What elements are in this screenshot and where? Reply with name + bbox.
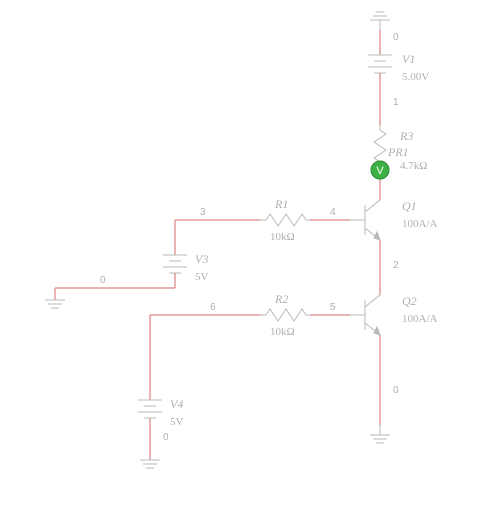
resistor-r1 [260,214,310,226]
node-0-left: 0 [100,275,106,286]
q2-value: 100A/A [402,313,438,325]
source-v4 [138,400,162,418]
node-5: 5 [330,302,336,313]
v4-label: V4 [170,397,183,411]
node-4: 4 [330,207,336,218]
v3-label: V3 [195,252,208,266]
ground-left [45,300,65,308]
ground-top [370,12,390,30]
ground-bottom-left [140,460,160,468]
v4-value: 5V [170,416,184,428]
q2-label: Q2 [402,294,417,308]
node-0-top: 0 [393,32,399,43]
node-0-q2e: 0 [393,385,399,396]
svg-text:V: V [376,165,384,177]
r3-value: 4.7kΩ [400,160,427,172]
node-6: 6 [210,302,216,313]
ground-bottom-right [370,425,390,443]
node-2: 2 [393,260,399,271]
r1-value: 10kΩ [270,231,295,243]
source-v1 [368,55,392,73]
circuit-schematic: 0 V1 5.00V 1 R3 4.7kΩ PR1 V Q1 100A/A [0,0,500,510]
node-3: 3 [200,207,206,218]
r2-label: R2 [274,292,288,306]
transistor-q2 [350,295,380,335]
r2-value: 10kΩ [270,326,295,338]
transistor-q1 [350,200,380,240]
v3-value: 5V [195,271,209,283]
node-1: 1 [393,97,399,108]
pr1-label: PR1 [387,145,409,159]
v1-value: 5.00V [402,71,429,83]
q1-label: Q1 [402,199,417,213]
q1-value: 100A/A [402,218,438,230]
source-v3 [163,255,187,273]
resistor-r2 [260,309,310,321]
v1-label: V1 [402,52,415,66]
r1-label: R1 [274,197,288,211]
node-0-v4: 0 [163,432,169,443]
probe-pr1[interactable]: V [371,161,389,179]
r3-label: R3 [399,129,413,143]
